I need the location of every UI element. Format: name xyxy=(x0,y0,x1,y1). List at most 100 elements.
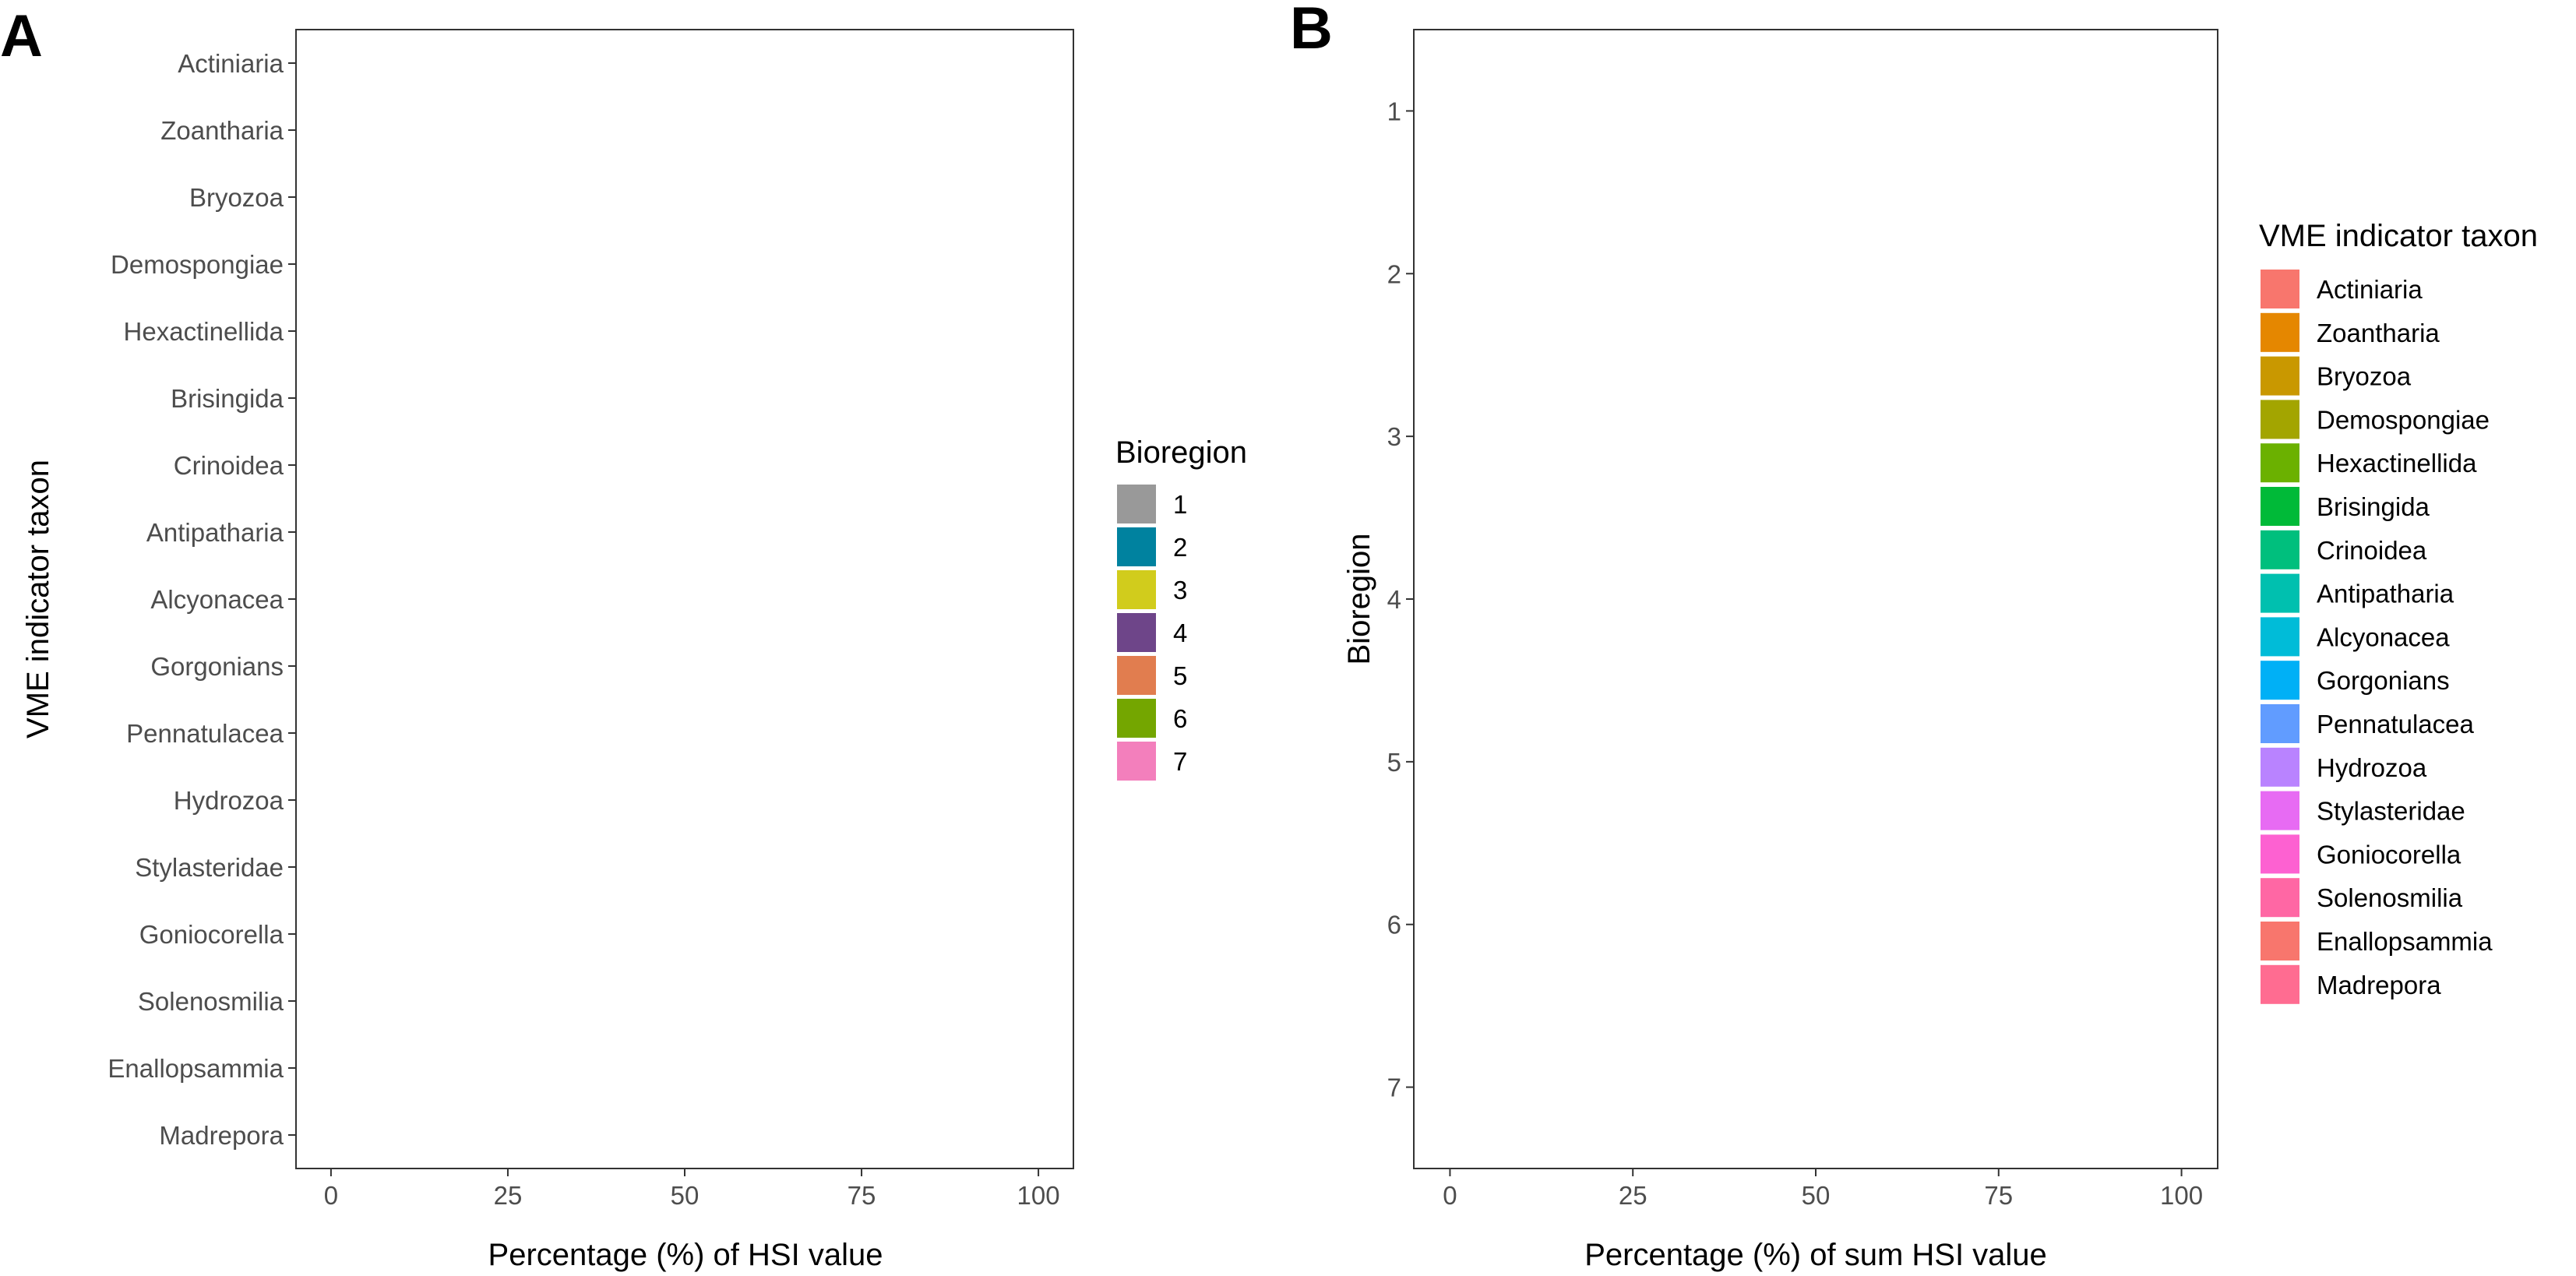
b-legend-label-enallopsammia: Enallopsammia xyxy=(2317,927,2493,956)
a-y-tick-label-gorgonians: Gorgonians xyxy=(150,652,284,681)
a-legend-label-4: 4 xyxy=(1173,619,1187,647)
b-legend-key-zoantharia xyxy=(2261,312,2299,352)
b-x-tick-label-50: 50 xyxy=(1802,1181,1831,1210)
b-legend-key-bryozoa xyxy=(2261,356,2299,396)
a-y-tick-label-alcyonacea: Alcyonacea xyxy=(150,585,284,614)
b-legend-label-hexactinellida: Hexactinellida xyxy=(2317,449,2477,478)
b-legend-label-crinoidea: Crinoidea xyxy=(2317,536,2427,565)
b-legend-key-demospongiae xyxy=(2261,400,2299,439)
b-legend-key-enallopsammia xyxy=(2261,922,2299,961)
a-x-tick-label-75: 75 xyxy=(848,1181,876,1210)
b-legend-key-pennatulacea xyxy=(2261,704,2299,743)
a-legend-label-3: 3 xyxy=(1173,576,1187,605)
b-legend-label-zoantharia: Zoantharia xyxy=(2317,319,2440,347)
b-legend-key-antipatharia xyxy=(2261,573,2299,613)
panel-b-chart: 1 2 3 4 5 6 7 0 25 50 75 100 Percentage (%) of sum… xyxy=(1342,29,2218,1272)
panel-a-x-axis: 0 25 50 75 100 xyxy=(324,1168,1060,1210)
a-y-tick-label-hydrozoa: Hydrozoa xyxy=(174,786,284,815)
panel-a-legend-items: 1 2 3 4 5 6 7 xyxy=(1117,485,1187,781)
a-legend-key-7 xyxy=(1117,742,1156,781)
a-x-tick-label-25: 25 xyxy=(494,1181,523,1210)
a-y-tick-label-crinoidea: Crinoidea xyxy=(174,451,284,480)
panel-a-y-axis-title: VME indicator taxon xyxy=(21,460,55,738)
b-legend-key-hexactinellida xyxy=(2261,443,2299,483)
a-x-tick-label-100: 100 xyxy=(1017,1181,1060,1210)
panel-a-legend-title: Bioregion xyxy=(1115,435,1247,470)
a-y-tick-label-goniocorella: Goniocorella xyxy=(139,920,284,949)
panel-b-plot-border xyxy=(1413,29,2218,1169)
b-x-tick-label-75: 75 xyxy=(1984,1181,2013,1210)
b-y-tick-label-4: 4 xyxy=(1387,585,1401,614)
a-y-tick-label-bryozoa: Bryozoa xyxy=(189,183,284,212)
a-y-tick-label-stylasteridae: Stylasteridae xyxy=(135,853,284,882)
panel-b-x-axis-title: Percentage (%) of sum HSI value xyxy=(1584,1238,2047,1272)
panel-a-y-axis: Actiniaria Zoantharia Bryozoa Demospongiae H… xyxy=(107,49,296,1150)
b-y-tick-label-1: 1 xyxy=(1387,97,1401,125)
a-y-tick-label-enallopsammia: Enallopsammia xyxy=(107,1054,284,1083)
a-legend-key-1 xyxy=(1117,485,1156,523)
b-legend-label-alcyonacea: Alcyonacea xyxy=(2317,622,2450,651)
panel-b-letter: B xyxy=(1290,0,1333,62)
panel-a-x-axis-title: Percentage (%) of HSI value xyxy=(488,1238,883,1272)
a-y-tick-label-madrepora: Madrepora xyxy=(159,1121,284,1150)
b-legend-key-brisingida xyxy=(2261,487,2299,526)
a-y-tick-label-zoantharia: Zoantharia xyxy=(160,116,284,145)
b-legend-label-actiniaria: Actiniaria xyxy=(2317,275,2423,304)
b-x-tick-label-100: 100 xyxy=(2160,1181,2203,1210)
b-legend-key-solenosmilia xyxy=(2261,878,2299,918)
b-legend-label-gorgonians: Gorgonians xyxy=(2317,666,2450,695)
b-y-tick-label-6: 6 xyxy=(1387,911,1401,939)
b-legend-label-bryozoa: Bryozoa xyxy=(2317,362,2412,391)
a-legend-key-6 xyxy=(1117,699,1156,738)
a-legend-label-5: 5 xyxy=(1173,661,1187,690)
b-y-tick-label-2: 2 xyxy=(1387,259,1401,288)
panel-b-y-axis: 1 2 3 4 5 6 7 xyxy=(1387,97,1414,1102)
b-legend-label-stylasteridae: Stylasteridae xyxy=(2317,797,2465,826)
panel-a-plot-border xyxy=(295,29,1074,1169)
panel-a-letter: A xyxy=(0,3,43,69)
panel-a-chart: Actiniaria Zoantharia Bryozoa Demospongiae H… xyxy=(21,29,1074,1272)
b-legend-label-hydrozoa: Hydrozoa xyxy=(2317,753,2427,782)
panel-b-x-axis: 0 25 50 75 100 xyxy=(1443,1168,2203,1210)
a-legend-label-6: 6 xyxy=(1173,704,1187,733)
a-y-tick-label-brisingida: Brisingida xyxy=(171,384,284,413)
b-legend-key-stylasteridae xyxy=(2261,791,2299,830)
a-legend-key-4 xyxy=(1117,613,1156,652)
b-legend-label-goniocorella: Goniocorella xyxy=(2317,840,2461,869)
b-legend-key-madrepora xyxy=(2261,964,2299,1004)
a-legend-key-2 xyxy=(1117,527,1156,566)
b-legend-label-brisingida: Brisingida xyxy=(2317,492,2430,521)
a-y-tick-label-antipatharia: Antipatharia xyxy=(146,518,284,547)
b-legend-key-alcyonacea xyxy=(2261,617,2299,657)
a-x-tick-label-0: 0 xyxy=(324,1181,338,1210)
b-legend-label-solenosmilia: Solenosmilia xyxy=(2317,883,2463,912)
panel-b-y-axis-title: Bioregion xyxy=(1342,533,1376,664)
a-y-tick-label-demospongiae: Demospongiae xyxy=(111,250,284,279)
a-legend-key-3 xyxy=(1117,570,1156,609)
a-y-tick-label-actiniaria: Actiniaria xyxy=(178,49,284,78)
panel-b-legend-title: VME indicator taxon xyxy=(2259,219,2538,253)
a-legend-key-5 xyxy=(1117,656,1156,695)
a-y-tick-label-solenosmilia: Solenosmilia xyxy=(138,987,284,1016)
b-legend-label-antipatharia: Antipatharia xyxy=(2317,580,2454,608)
b-legend-key-hydrozoa xyxy=(2261,747,2299,787)
b-legend-label-demospongiae: Demospongiae xyxy=(2317,405,2490,434)
b-legend-label-madrepora: Madrepora xyxy=(2317,971,2441,999)
b-legend-key-gorgonians xyxy=(2261,661,2299,700)
b-legend-key-actiniaria xyxy=(2261,270,2299,308)
b-y-tick-label-5: 5 xyxy=(1387,748,1401,777)
b-legend-key-crinoidea xyxy=(2261,530,2299,569)
a-legend-label-1: 1 xyxy=(1173,490,1187,519)
a-legend-label-2: 2 xyxy=(1173,533,1187,562)
b-y-tick-label-3: 3 xyxy=(1387,422,1401,451)
b-legend-label-pennatulacea: Pennatulacea xyxy=(2317,710,2474,738)
panel-b-legend: VME indicator taxon Actiniaria Zoantharia… xyxy=(2259,219,2538,1004)
a-legend-label-7: 7 xyxy=(1173,747,1187,776)
panel-a-legend: Bioregion 1 2 3 4 5 6 7 xyxy=(1115,435,1247,781)
a-x-tick-label-50: 50 xyxy=(671,1181,700,1210)
b-x-tick-label-0: 0 xyxy=(1443,1181,1457,1210)
b-legend-key-goniocorella xyxy=(2261,834,2299,874)
b-y-tick-label-7: 7 xyxy=(1387,1073,1401,1102)
panel-b-legend-items: Actiniaria Zoantharia Bryozoa Demospongiae H… xyxy=(2261,270,2493,1004)
